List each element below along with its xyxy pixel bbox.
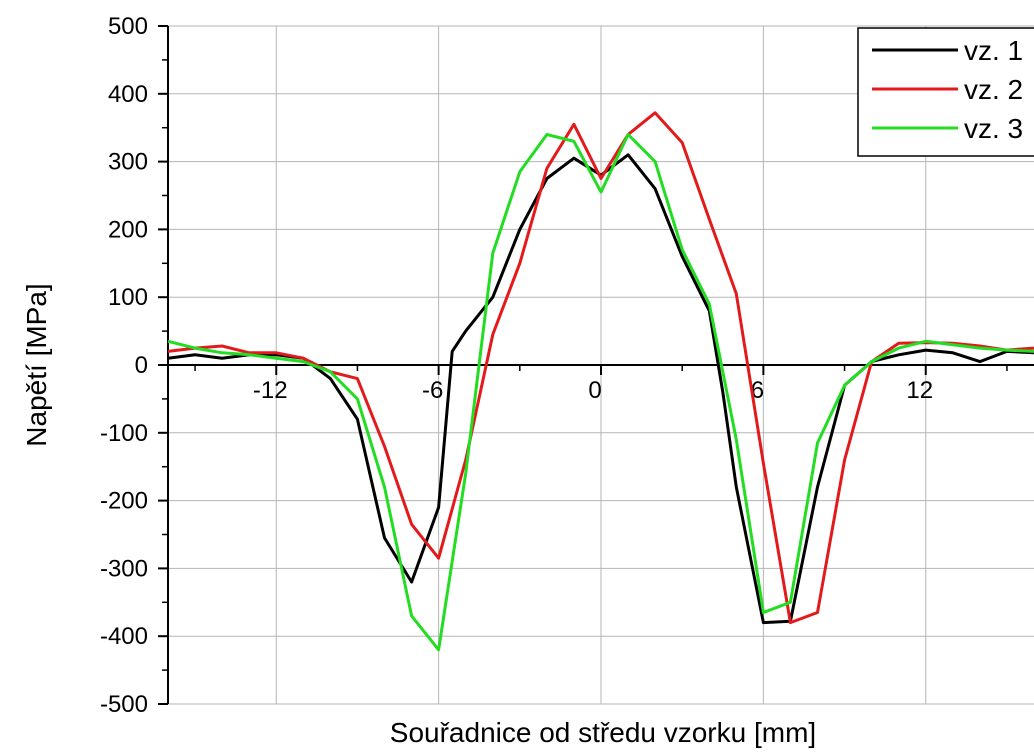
series-line-vz-2 xyxy=(167,111,1034,625)
x-tick-label: -12 xyxy=(253,377,288,404)
x-tick-label: 0 xyxy=(588,377,601,404)
y-tick-label: 500 xyxy=(108,13,148,40)
legend: vz. 1 vz. 2 vz. 3 xyxy=(857,27,1034,157)
legend-label: vz. 2 xyxy=(964,74,1023,105)
y-tick-label: -500 xyxy=(100,691,148,718)
y-tick-label: 100 xyxy=(108,284,148,311)
axes: -500 -400 -300 -200 -100 0 100 200 300 400 500 -12 -… xyxy=(100,13,1034,718)
y-tick-label: 200 xyxy=(108,216,148,243)
y-tick-label: -100 xyxy=(100,420,148,447)
x-tick-label: 12 xyxy=(906,377,933,404)
legend-label: vz. 3 xyxy=(964,113,1023,144)
y-tick-label: -200 xyxy=(100,488,148,515)
y-tick-label: 400 xyxy=(108,81,148,108)
x-axis-title: Souřadnice od středu vzorku [mm] xyxy=(390,717,816,748)
legend-label: vz. 1 xyxy=(964,35,1023,66)
y-axis-title: Napětí [MPa] xyxy=(21,283,52,446)
y-tick-label: -400 xyxy=(100,623,148,650)
y-tick-label: 300 xyxy=(108,149,148,176)
x-tick-label: -6 xyxy=(422,377,443,404)
y-tick-label: -300 xyxy=(100,555,148,582)
y-tick-label: 0 xyxy=(135,352,148,379)
data-series xyxy=(167,111,1034,652)
series-line-vz-3 xyxy=(167,133,1034,652)
